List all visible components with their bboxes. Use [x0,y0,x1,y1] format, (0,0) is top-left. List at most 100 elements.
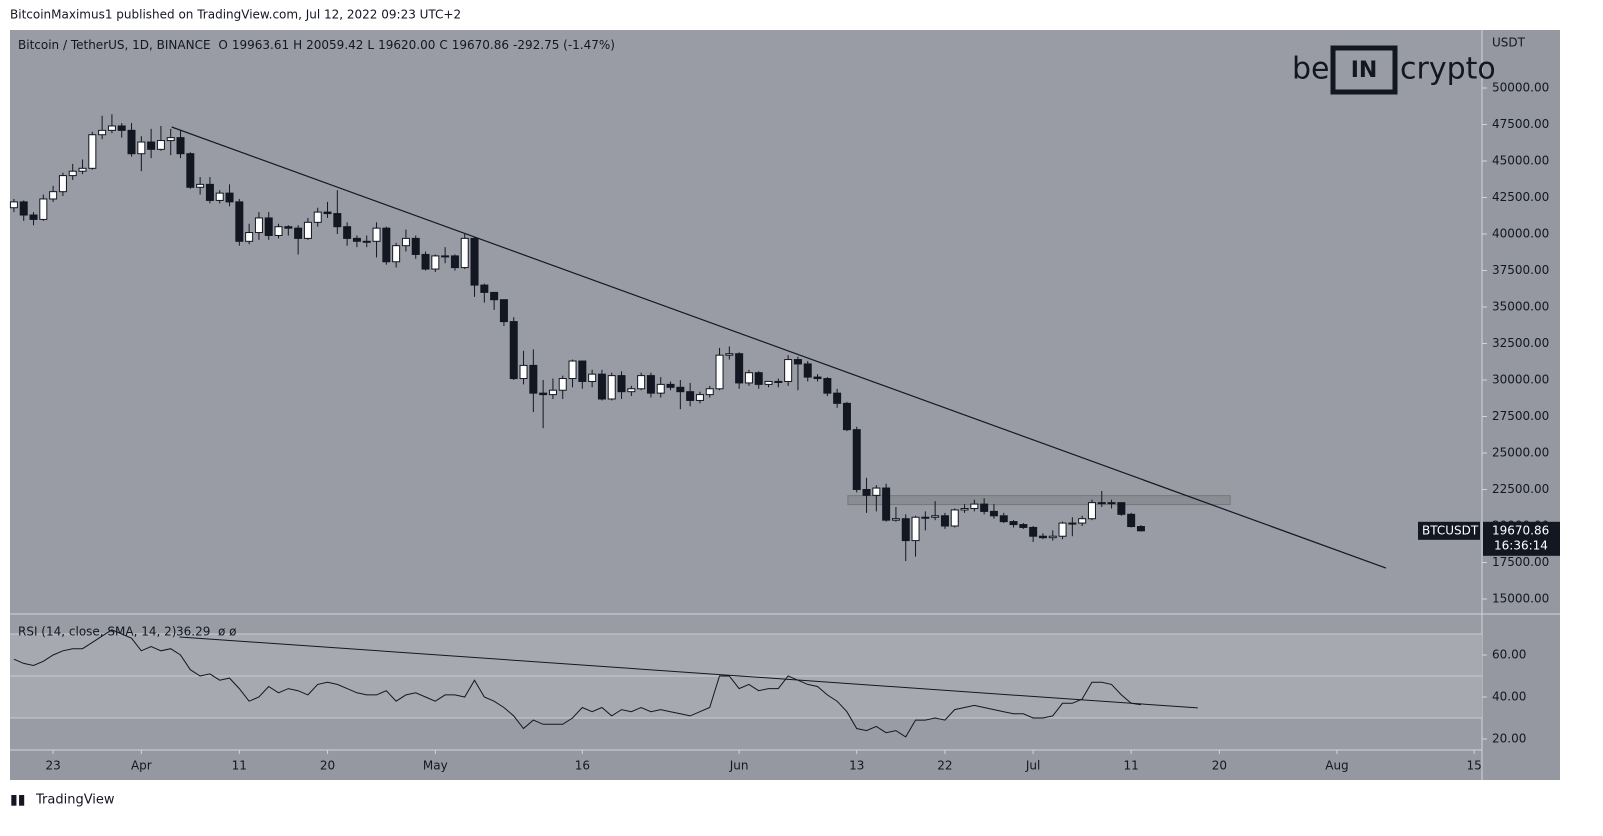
candle-body [313,211,322,223]
candle-body [470,237,479,286]
candle-body [343,226,352,239]
candle-body [1019,524,1028,528]
candle-body [715,354,724,390]
candle-body [68,170,77,177]
candle-body [852,429,861,491]
ohlc-value: 19963.61 [231,38,290,52]
y-tick-label: 47500.00 [1492,117,1549,131]
candle-body [460,237,469,269]
footer-brand: TradingView [35,793,115,808]
candle-body [411,237,420,255]
rsi-extra: ø ø [218,625,237,639]
candle-body [921,516,930,519]
candle-body [1029,526,1038,537]
rsi-line [13,629,1142,738]
x-tick-label: Jun [729,759,749,773]
candle-body [294,227,303,239]
candle-body [754,372,763,385]
candle-body [519,364,528,380]
candle-body [676,386,685,393]
candle-body [735,353,744,384]
candle-body [970,503,979,509]
candle-body [842,402,851,431]
candle-body [166,137,175,142]
candle-body [9,201,18,209]
candle-body [352,237,361,242]
candle-body [646,375,655,394]
footer-logo: ▮▮ [10,792,25,808]
candle-body [196,183,205,188]
candle-body [382,227,391,263]
candle-body [784,359,793,382]
candle-body [98,129,107,136]
x-tick-label: 15 [1467,759,1482,773]
candle-body [588,373,597,382]
candle-body [911,516,920,542]
x-tick-label: Jul [1025,759,1040,773]
candle-body [901,518,910,542]
candle-body [872,487,881,496]
candle-body [1127,513,1136,528]
candle-body [431,255,440,270]
y-tick-label: 17500.00 [1492,555,1549,569]
candle-body [744,372,753,384]
resistance-zone [847,495,1231,506]
candle-body [19,201,28,216]
candle-body [441,255,450,258]
candle-body [1009,521,1018,526]
candle-body [793,359,802,365]
y-tick-label: 40.00 [1492,689,1526,703]
candle-body [764,380,773,385]
candle-body [548,389,557,396]
candle-body [215,192,224,201]
candle-body [813,376,822,380]
candle-body [303,221,312,239]
candle-body [323,211,332,215]
candle-body [127,129,136,155]
candle-body [480,284,489,293]
candle-body [558,378,567,391]
candle-body [137,141,146,155]
candle-body [401,237,410,247]
x-tick-label: 11 [1124,759,1139,773]
ohlc-prefix: C [439,38,448,52]
candle-body [980,503,989,512]
candle-body [1068,522,1077,525]
currency-label: USDT [1492,36,1526,50]
x-tick-label: 20 [1212,759,1227,773]
plot-area [10,30,1482,750]
watermark-box [1330,45,1398,95]
y-tick-label: 60.00 [1492,648,1526,662]
candle-body [245,232,254,242]
ohlc-value: 20059.42 [306,38,364,52]
x-tick-label: Aug [1325,759,1348,773]
candle-body [1078,518,1087,524]
candle-body [78,167,87,172]
candle-body [254,217,263,234]
candle-body [960,507,969,511]
ohlc-prefix: O [218,38,228,52]
x-tick-label: May [423,759,448,773]
rsi-value: 36.29 [176,625,210,639]
candle-body [1048,535,1057,539]
candle-body [186,153,195,188]
x-tick-label: 11 [232,759,247,773]
y-tick-label: 50000.00 [1492,81,1549,95]
candle-body [39,198,48,220]
symbol-title: Bitcoin / TetherUS, 1D, BINANCE [18,38,211,52]
candle-body [666,383,675,388]
y-tick-label: 30000.00 [1492,373,1549,387]
candle-body [617,375,626,393]
candle-body [284,226,293,229]
rsi-trendline [179,636,1198,709]
ohlc-value: 19620.00 [378,38,436,52]
candle-body [607,375,616,400]
candle-body [823,378,832,394]
candle-body [725,353,734,356]
y-tick-label: 27500.00 [1492,409,1549,423]
candle-body [107,125,116,131]
x-tick-label: Apr [131,759,152,773]
y-tick-label: 37500.00 [1492,263,1549,277]
candle-body [882,487,891,521]
